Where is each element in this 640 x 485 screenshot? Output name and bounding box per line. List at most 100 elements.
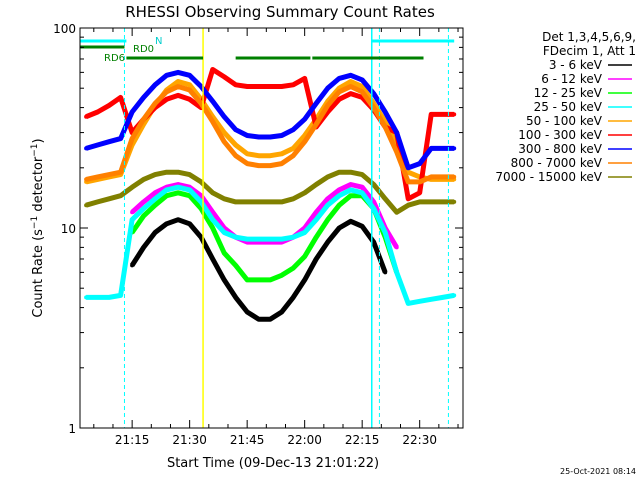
x-axis-ticks: 21:15 21:30 21:45 22:00 22:15 22:30 bbox=[93, 28, 459, 447]
data-point bbox=[187, 88, 192, 92]
data-point bbox=[176, 170, 181, 175]
data-point bbox=[153, 230, 158, 235]
data-point bbox=[153, 101, 158, 106]
data-point bbox=[452, 174, 457, 179]
data-point bbox=[348, 187, 353, 192]
data-point bbox=[314, 257, 319, 261]
data-point bbox=[222, 74, 227, 79]
data-point bbox=[118, 170, 123, 175]
data-point bbox=[279, 310, 284, 314]
data-point bbox=[95, 295, 100, 300]
data-point bbox=[406, 179, 411, 184]
data-point bbox=[118, 293, 123, 298]
data-point bbox=[210, 257, 215, 261]
data-point bbox=[187, 82, 192, 87]
data-point bbox=[440, 174, 445, 179]
data-point bbox=[406, 196, 411, 201]
data-point bbox=[394, 150, 399, 154]
data-point bbox=[268, 135, 273, 139]
data-point bbox=[176, 93, 181, 98]
data-point bbox=[302, 190, 307, 195]
data-point bbox=[256, 277, 261, 282]
data-point bbox=[187, 172, 192, 177]
data-point bbox=[279, 84, 284, 89]
data-point bbox=[245, 133, 250, 138]
data-point bbox=[130, 185, 135, 190]
data-point bbox=[256, 199, 261, 204]
data-point bbox=[452, 293, 457, 298]
flag-bars bbox=[80, 39, 455, 60]
data-point bbox=[153, 82, 158, 87]
data-point bbox=[222, 196, 227, 201]
data-point bbox=[187, 187, 192, 192]
data-point bbox=[256, 237, 261, 242]
data-point bbox=[360, 172, 365, 177]
data-point bbox=[153, 196, 158, 201]
data-point bbox=[233, 143, 238, 147]
data-point bbox=[325, 103, 330, 108]
data-point bbox=[406, 203, 411, 208]
x-axis-label: Start Time (09-Dec-13 21:01:22) bbox=[167, 456, 379, 471]
data-point bbox=[222, 251, 227, 255]
data-point bbox=[107, 103, 112, 108]
data-point bbox=[337, 203, 342, 208]
data-point bbox=[394, 210, 399, 215]
data-point bbox=[406, 165, 411, 170]
data-point bbox=[222, 230, 227, 235]
legend-entry-label: 3 - 6 keV bbox=[549, 58, 603, 72]
data-point bbox=[164, 170, 169, 175]
data-point bbox=[348, 84, 353, 89]
data-point bbox=[245, 151, 250, 156]
data-point bbox=[176, 217, 181, 222]
data-point bbox=[107, 196, 112, 201]
data-point bbox=[95, 143, 100, 147]
data-point bbox=[130, 136, 135, 141]
data-point bbox=[222, 130, 227, 135]
data-point bbox=[371, 105, 376, 110]
data-point bbox=[245, 237, 250, 242]
data-point bbox=[302, 76, 307, 81]
data-point bbox=[176, 79, 181, 84]
data-point bbox=[84, 203, 89, 208]
data-point bbox=[371, 91, 376, 96]
data-point bbox=[141, 199, 146, 204]
data-point bbox=[245, 277, 250, 282]
data-point bbox=[130, 217, 135, 222]
x-tick-label: 22:00 bbox=[287, 433, 322, 447]
data-point bbox=[337, 193, 342, 198]
data-point bbox=[210, 217, 215, 222]
series-300-800-kev bbox=[84, 69, 457, 171]
data-point bbox=[360, 77, 365, 82]
data-point bbox=[118, 193, 123, 198]
data-point bbox=[153, 172, 158, 177]
data-point bbox=[429, 174, 434, 179]
legend: Det 1,3,4,5,6,9, FDecim 1, Att 1 3 - 6 k… bbox=[495, 30, 636, 184]
data-point bbox=[417, 179, 422, 184]
data-point bbox=[314, 101, 319, 106]
data-point bbox=[141, 95, 146, 100]
data-point bbox=[417, 199, 422, 204]
data-point bbox=[107, 295, 112, 300]
data-point bbox=[360, 84, 365, 89]
data-point bbox=[199, 101, 204, 106]
data-point bbox=[84, 146, 89, 151]
data-point bbox=[348, 182, 353, 187]
data-point bbox=[302, 230, 307, 235]
data-point bbox=[268, 84, 273, 89]
data-point bbox=[164, 97, 169, 102]
data-point bbox=[337, 187, 342, 192]
data-point bbox=[199, 179, 204, 184]
data-point bbox=[210, 119, 215, 124]
data-point bbox=[118, 95, 123, 100]
data-point bbox=[279, 273, 284, 278]
data-point bbox=[325, 174, 330, 179]
data-point bbox=[360, 224, 365, 229]
x-tick-label: 21:15 bbox=[115, 433, 150, 447]
data-point bbox=[187, 193, 192, 198]
data-point bbox=[84, 295, 89, 300]
data-point bbox=[164, 73, 169, 78]
data-point bbox=[233, 82, 238, 87]
data-point bbox=[268, 237, 273, 242]
data-point bbox=[325, 196, 330, 201]
